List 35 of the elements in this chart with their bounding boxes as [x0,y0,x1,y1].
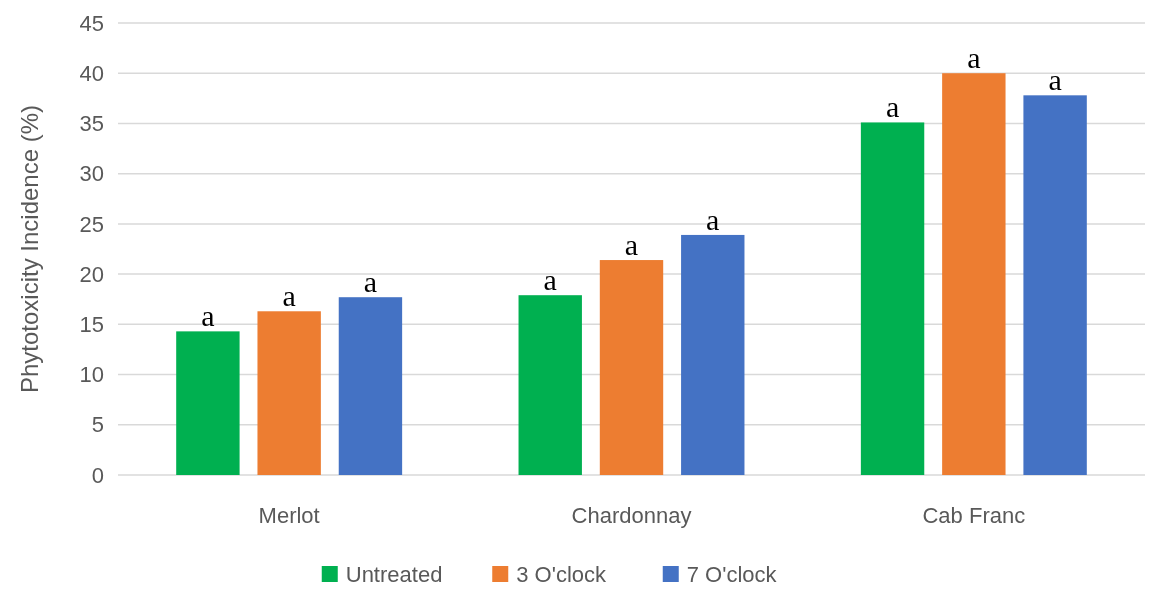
y-tick-label: 45 [79,10,104,36]
data-label: a [282,279,296,313]
y-tick-label: 5 [91,412,104,438]
data-label: a [363,265,378,299]
y-tick-label: 20 [79,261,104,287]
legend-label: 3 O'clock [516,562,608,587]
data-label: a [885,90,900,124]
data-label: a [1048,63,1062,97]
bar [681,234,745,475]
data-label: a [201,299,215,333]
data-label: a [624,228,639,262]
bar [518,295,582,475]
y-axis-title: Phytotoxicity Incidence (%) [16,104,43,394]
bar [338,297,403,475]
legend-label: Untreated [345,562,443,587]
y-tick-label: 30 [79,161,104,187]
legend-label: 7 O'clock [686,562,778,587]
bar [257,311,321,475]
bar [599,260,664,475]
data-label: a [967,41,981,75]
bar [860,122,925,475]
bar [176,331,240,475]
bar [942,73,1006,475]
y-tick-label: 10 [79,362,104,388]
x-tick-label: Cab Franc [922,503,1026,528]
x-tick-label: Chardonnay [571,503,692,528]
data-label: a [706,202,720,236]
y-tick-label: 0 [91,462,104,488]
y-tick-label: 40 [79,60,104,86]
y-tick-label: 25 [79,211,104,237]
data-label: a [543,263,557,297]
bar [1023,95,1087,475]
y-tick-label: 35 [79,111,104,137]
x-tick-label: Merlot [258,503,320,528]
y-tick-label: 15 [79,312,104,338]
